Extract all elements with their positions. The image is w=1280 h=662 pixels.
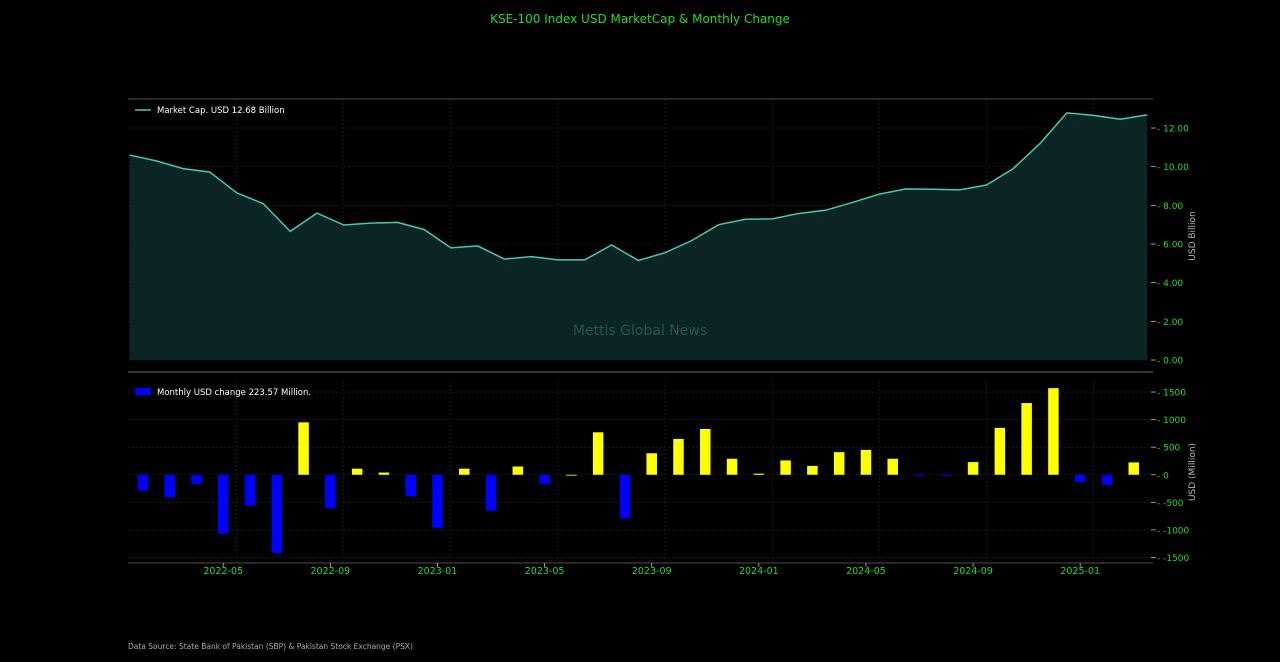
bottom-y-tick-label: - -1000 [1157, 526, 1190, 536]
top-y-tick-label: - 6.00 [1157, 241, 1183, 251]
top-y-tick-label: - 12.00 [1157, 125, 1189, 135]
bar [1101, 474, 1113, 485]
monthly-change-bars [137, 388, 1139, 554]
x-tick-label: 2023-05 [525, 566, 565, 577]
top-y-tick-label: - 2.00 [1157, 318, 1183, 328]
bar [914, 474, 925, 476]
bar [860, 449, 872, 475]
bottom-grid [128, 381, 1153, 563]
bottom-y-tick-label: - 1500 [1157, 389, 1186, 399]
x-tick-label: 2024-09 [953, 566, 993, 577]
x-tick-label: 2023-09 [632, 566, 672, 577]
bar [807, 465, 818, 475]
top-y-tick-label: - 10.00 [1157, 163, 1189, 173]
bar [619, 474, 631, 519]
bar [833, 452, 845, 475]
bar [459, 468, 470, 475]
bar [700, 428, 711, 475]
bar [887, 458, 898, 475]
bottom-y-tick-label: - 0 [1157, 471, 1169, 481]
bottom-y-tick-label: - 1000 [1157, 416, 1186, 426]
bottom-legend: Monthly USD change 223.57 Million. [135, 388, 311, 398]
bottom-legend-swatch [135, 388, 151, 395]
market-cap-line [129, 112, 1148, 262]
top-y-axis-label: USD Billion [1188, 211, 1198, 260]
bottom-y-axis-label: USD (Million) [1188, 443, 1198, 501]
top-y-tick-label: - 8.00 [1157, 202, 1183, 212]
bar [994, 427, 1006, 475]
bar [780, 460, 791, 475]
bar [539, 474, 550, 485]
monthly-change-panel: - -1500 - -1000 - -500 - 0 - 500 - 1000 - 1500… [128, 381, 1198, 564]
x-tick-label: 2023-01 [418, 566, 458, 577]
bar [378, 472, 390, 475]
bar [941, 474, 952, 476]
chart-title: KSE-100 Index USD MarketCap & Monthly Ch… [490, 12, 790, 26]
x-ticks: 2022-05 2022-09 2023-01 2023-05 2023-09 2024-… [203, 563, 1100, 577]
bar [432, 474, 443, 528]
top-legend-label: Market Cap. USD 12.68 Billion [157, 106, 285, 116]
bar [512, 466, 524, 475]
source-note: Data Source: State Bank of Pakistan (SBP… [128, 642, 413, 651]
bar [1021, 403, 1032, 475]
bar [325, 474, 336, 509]
bar [405, 474, 416, 497]
bar [485, 474, 497, 511]
bar [726, 458, 738, 475]
watermark: Mettis Global News [573, 323, 707, 339]
bottom-y-tick-label: - -1500 [1157, 554, 1190, 564]
bar [1128, 462, 1139, 475]
top-y-tick-label: - 0.00 [1157, 357, 1183, 367]
market-cap-panel: Mettis Global News - 0.00 - 2.00 - 4.00 - 6… [128, 98, 1198, 373]
bar [592, 432, 604, 475]
bar [566, 474, 577, 476]
bar [646, 453, 657, 475]
bottom-y-tick-label: - 500 [1157, 444, 1181, 454]
market-cap-area [129, 112, 1148, 360]
top-legend: Market Cap. USD 12.68 Billion [135, 106, 285, 116]
bar [673, 438, 684, 475]
x-tick-label: 2022-09 [310, 566, 350, 577]
bar [217, 474, 229, 534]
bar [1074, 474, 1086, 482]
bottom-y-tick-label: - -500 [1157, 499, 1184, 509]
bar [191, 474, 202, 485]
bar [244, 474, 256, 506]
x-tick-label: 2024-05 [846, 566, 886, 577]
x-tick-label: 2022-05 [203, 566, 243, 577]
bottom-legend-label: Monthly USD change 223.57 Million. [157, 388, 311, 398]
top-y-tick-label: - 4.00 [1157, 279, 1183, 289]
top-y-ticks: - 0.00 - 2.00 - 4.00 - 6.00 - 8.00 - 10.00 - 1… [1151, 125, 1189, 367]
bar [137, 474, 149, 491]
x-tick-label: 2024-01 [739, 566, 779, 577]
bar [1048, 388, 1059, 475]
x-tick-label: 2025-01 [1060, 566, 1100, 577]
bottom-y-ticks: - -1500 - -1000 - -500 - 0 - 500 - 1000 - 1500 [1151, 389, 1190, 564]
bar [753, 473, 765, 475]
bar [351, 468, 363, 475]
bar [164, 474, 175, 498]
bar [298, 422, 309, 475]
bar [271, 474, 283, 554]
bar [967, 462, 979, 475]
